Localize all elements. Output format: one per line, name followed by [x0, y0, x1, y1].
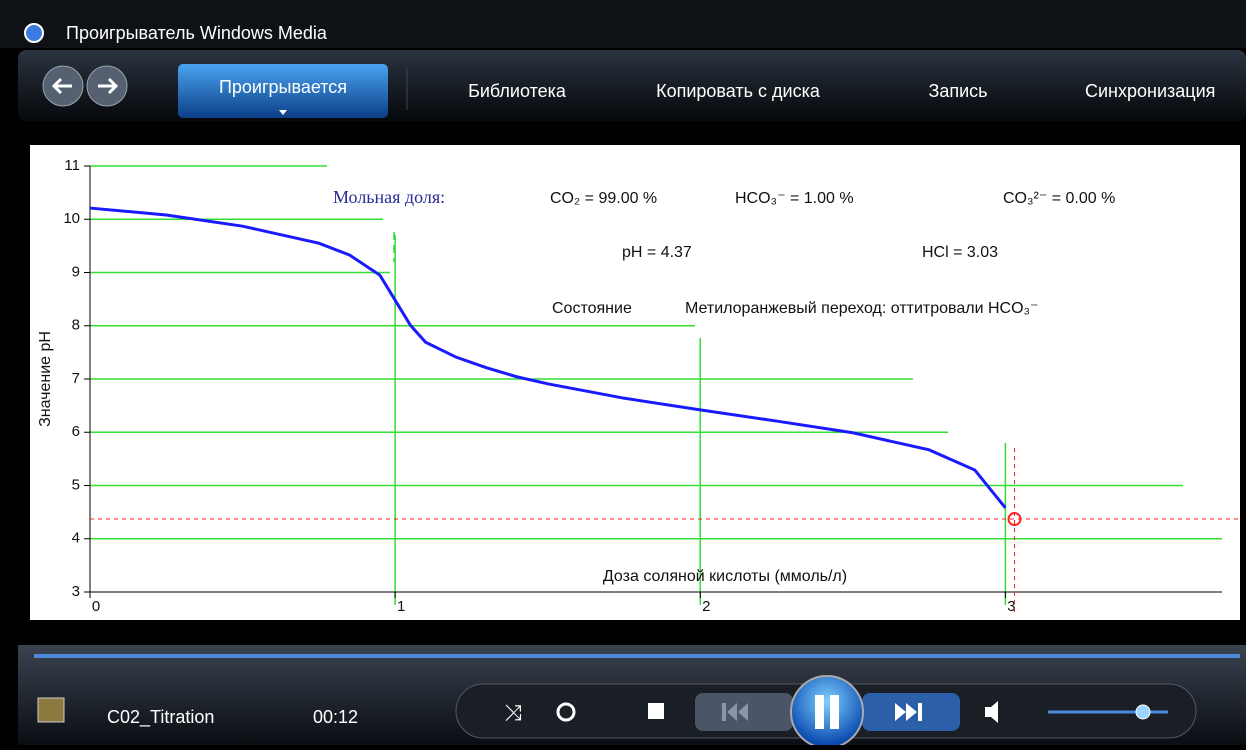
tab[interactable]: Запись [928, 81, 987, 101]
tab[interactable]: Синхронизация [1085, 81, 1215, 101]
annotation: Мольная доля: [333, 187, 445, 207]
y-tick-label: 10 [63, 210, 80, 227]
window-title: Проигрыватель Windows Media [66, 23, 328, 43]
y-tick-label: 9 [72, 263, 80, 280]
y-tick-label: 3 [72, 583, 80, 600]
x-tick-label: 2 [702, 598, 710, 615]
file-icon [38, 698, 64, 722]
x-axis-label: Доза соляной кислоты (ммоль/л) [603, 568, 847, 585]
stop-button[interactable] [648, 703, 664, 719]
annotation: Метилоранжевый переход: оттитровали HCO₃… [685, 300, 1039, 317]
annotation: CO₂ = 99.00 % [550, 190, 657, 207]
y-tick-label: 6 [72, 423, 80, 440]
annotation: HCl = 3.03 [922, 244, 998, 261]
annotation: CO₃²⁻ = 0.00 % [1003, 190, 1115, 207]
shuffle-button[interactable]: ⤨ [504, 700, 522, 725]
y-tick-label: 4 [72, 530, 80, 547]
tab[interactable]: Проигрывается [219, 77, 347, 97]
y-tick-label: 11 [64, 157, 80, 174]
annotation: HCO₃⁻ = 1.00 % [735, 190, 854, 207]
tab[interactable]: Копировать с диска [656, 81, 821, 101]
app-icon [25, 24, 43, 42]
media-player: Проигрыватель Windows Media Проигрываетс… [0, 0, 1246, 745]
annotation: Состояние [552, 300, 632, 317]
volume-thumb[interactable] [1136, 705, 1150, 719]
tab[interactable]: Библиотека [468, 81, 567, 101]
file-name: C02_Titration [107, 707, 214, 728]
video-area [30, 145, 1240, 620]
y-axis-label: Значение pH [37, 331, 54, 427]
x-tick-label: 0 [92, 598, 100, 615]
x-tick-label: 1 [397, 598, 405, 615]
y-tick-label: 8 [72, 317, 80, 334]
time: 00:12 [313, 707, 358, 727]
y-tick-label: 7 [72, 370, 80, 387]
annotation: pH = 4.37 [622, 244, 692, 261]
pause-button[interactable] [791, 676, 863, 745]
y-tick-label: 5 [72, 476, 80, 493]
